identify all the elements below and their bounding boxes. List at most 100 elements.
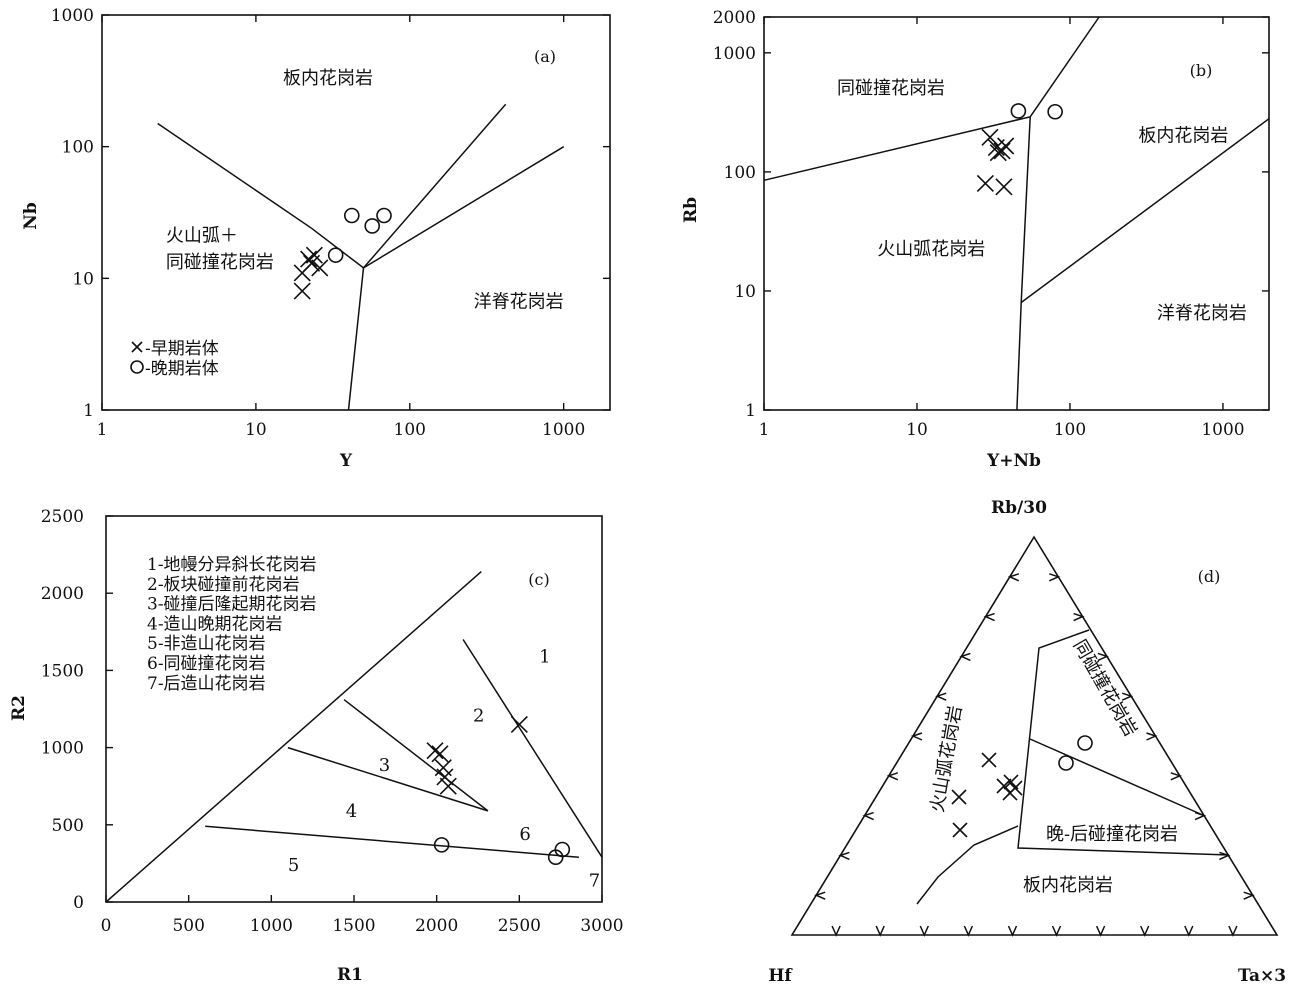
y-tick-label: 1500 bbox=[41, 661, 84, 681]
ternary-boundary-syncol bbox=[1017, 629, 1230, 856]
legend-late-label: -晚期岩体 bbox=[145, 359, 219, 379]
x-tick-label: 100 bbox=[394, 420, 426, 440]
x-tick-label: 500 bbox=[172, 916, 204, 936]
ternary-boundary-post bbox=[1029, 738, 1206, 817]
y-tick-label: 1000 bbox=[713, 44, 756, 64]
late-point bbox=[376, 207, 392, 224]
legend-early-label: -早期岩体 bbox=[145, 339, 219, 359]
early-point bbox=[426, 742, 444, 760]
x-tick-label: 3000 bbox=[580, 916, 623, 936]
late-point bbox=[364, 218, 381, 234]
panel-a-label: (a) bbox=[534, 47, 556, 66]
early-point bbox=[997, 137, 1015, 155]
x-tick-label: 1000 bbox=[250, 916, 293, 936]
x-tick-label: 2000 bbox=[415, 916, 458, 936]
ternary-tick bbox=[1243, 891, 1255, 900]
late-point bbox=[1010, 103, 1027, 119]
ternary-points bbox=[951, 735, 1093, 838]
early-point bbox=[311, 259, 329, 277]
panel-c-xlabel: R1 bbox=[337, 965, 363, 985]
boundary-line bbox=[1020, 118, 1270, 304]
late-point bbox=[1058, 755, 1074, 771]
y-tick-label: 0 bbox=[73, 893, 84, 913]
legend-entry: 1-地幔分异斜长花岗岩 bbox=[147, 555, 317, 575]
early-point bbox=[431, 745, 449, 763]
x-tick-label: 100 bbox=[1054, 420, 1086, 440]
boundary-line bbox=[205, 825, 579, 858]
y-tick-label: 10 bbox=[72, 269, 94, 289]
ternary-tick bbox=[935, 692, 947, 701]
panel-a-xlabel: Y bbox=[339, 451, 353, 471]
panel-c-legend: 1-地幔分异斜长花岗岩2-板块碰撞前花岗岩3-碰撞后隆起期花岗岩4-造山晚期花岗… bbox=[147, 555, 317, 694]
boundary-line bbox=[363, 146, 565, 269]
panel-a-frame bbox=[101, 14, 611, 411]
panel-a-points bbox=[293, 207, 392, 300]
ternary-tick-marks bbox=[814, 573, 1255, 937]
y-tick-label: 2000 bbox=[713, 8, 756, 28]
ternary-tick bbox=[1121, 692, 1134, 701]
late-point bbox=[1077, 735, 1093, 751]
y-tick-label: 1000 bbox=[51, 6, 94, 26]
legend-entry: 7-后造山花岗岩 bbox=[147, 674, 266, 694]
ternary-tick bbox=[959, 652, 971, 662]
field-label: 6 bbox=[519, 824, 530, 845]
panel-b-ylabel: Rb bbox=[681, 197, 701, 223]
x-tick-label: 1 bbox=[759, 420, 770, 440]
early-point bbox=[439, 777, 457, 795]
legend-o-marker bbox=[130, 360, 144, 374]
boundary-line bbox=[1016, 116, 1031, 411]
y-tick-label: 100 bbox=[62, 138, 94, 158]
y-tick-label: 1 bbox=[83, 401, 94, 421]
legend-entry: 3-碰撞后隆起期花岗岩 bbox=[147, 595, 317, 615]
panel-c-label: (c) bbox=[528, 570, 549, 589]
ternary-tick bbox=[919, 925, 929, 937]
early-point bbox=[981, 128, 999, 146]
panel-c-field-labels: 1 2 3 4 5 6 7 bbox=[288, 647, 600, 892]
ternary-tick bbox=[1097, 652, 1109, 662]
boundary-line bbox=[105, 571, 482, 903]
x-tick-label: 1000 bbox=[1201, 420, 1244, 440]
ternary-tick bbox=[1140, 925, 1150, 937]
panel-b-rb-vs-ynb: 1 10 100 1000 1 10 100 1000 2000 同碰撞花岗岩板内花岗岩火山弧花… bbox=[681, 8, 1270, 471]
panel-b-boundaries bbox=[763, 16, 1270, 411]
ternary-field-post-collision: 晚-后碰撞花岗岩 bbox=[1046, 824, 1178, 845]
panel-d-ternary: Rb/30 Hf Ta×3 (d) 火山弧花岗岩 同碰撞花岗岩 晚-后碰撞花岗岩… bbox=[768, 498, 1286, 986]
legend-entry: 6-同碰撞花岗岩 bbox=[147, 654, 266, 674]
panel-c-points bbox=[426, 715, 571, 866]
late-point bbox=[344, 207, 360, 224]
field-label: 洋脊花岗岩 bbox=[474, 292, 564, 313]
ternary-tick bbox=[831, 925, 841, 937]
ternary-apex-left: Hf bbox=[768, 966, 793, 986]
field-label: 5 bbox=[288, 855, 299, 876]
x-tick-label: 2500 bbox=[498, 916, 541, 936]
ternary-tick bbox=[1184, 925, 1194, 937]
panel-c-r2-vs-r1: 0 500 1000 1500 2000 2500 3000 0 500 1000 1500 2000… bbox=[9, 507, 624, 985]
early-point bbox=[951, 789, 967, 805]
field-label: 板内花岗岩 bbox=[1138, 126, 1228, 147]
y-tick-label: 2500 bbox=[41, 507, 84, 527]
panel-a-ylabel: Nb bbox=[21, 202, 41, 230]
ternary-tick bbox=[1073, 612, 1085, 622]
early-point bbox=[995, 178, 1013, 196]
ternary-tick bbox=[1051, 925, 1062, 937]
x-tick-label: 1 bbox=[97, 420, 108, 440]
early-point bbox=[993, 142, 1011, 160]
boundary-line bbox=[343, 699, 489, 812]
panel-a-ticks: 1 10 100 1000 1 10 100 1000 bbox=[51, 6, 610, 440]
panel-b-ticks: 1 10 100 1000 1 10 100 1000 2000 bbox=[713, 8, 1269, 440]
field-label: 3 bbox=[379, 755, 390, 776]
ternary-tick bbox=[1146, 732, 1158, 741]
ternary-tick bbox=[910, 732, 923, 741]
x-tick-label: 10 bbox=[906, 420, 928, 440]
ternary-field-within-plate: 板内花岗岩 bbox=[1023, 875, 1113, 896]
panel-a-legend: -早期岩体 -晚期岩体 bbox=[130, 339, 219, 379]
late-point bbox=[433, 837, 450, 853]
early-point bbox=[510, 715, 528, 734]
ternary-tick bbox=[963, 925, 974, 937]
early-point bbox=[305, 246, 323, 264]
late-point bbox=[1047, 103, 1063, 120]
boundary-line bbox=[462, 639, 603, 858]
panel-c-ylabel: R2 bbox=[9, 695, 29, 721]
